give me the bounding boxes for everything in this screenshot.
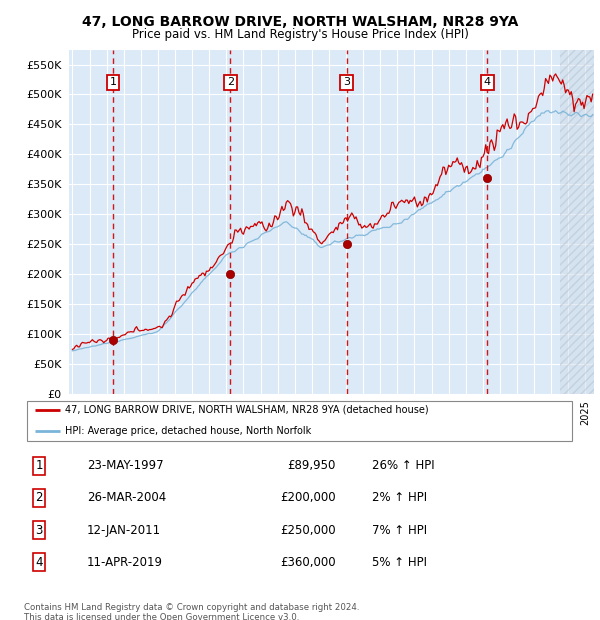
Text: Price paid vs. HM Land Registry's House Price Index (HPI): Price paid vs. HM Land Registry's House … [131,28,469,41]
Text: £250,000: £250,000 [280,524,336,536]
Text: £200,000: £200,000 [280,492,336,504]
Text: 47, LONG BARROW DRIVE, NORTH WALSHAM, NR28 9YA: 47, LONG BARROW DRIVE, NORTH WALSHAM, NR… [82,16,518,30]
Bar [560,50,594,394]
Text: 26-MAR-2004: 26-MAR-2004 [87,492,166,504]
Text: 3: 3 [343,78,350,87]
Text: 1: 1 [110,78,116,87]
Text: 5% ↑ HPI: 5% ↑ HPI [372,556,427,569]
Text: 1: 1 [35,459,43,472]
Text: 47, LONG BARROW DRIVE, NORTH WALSHAM, NR28 9YA (detached house): 47, LONG BARROW DRIVE, NORTH WALSHAM, NR… [65,405,429,415]
Text: 11-APR-2019: 11-APR-2019 [87,556,163,569]
Text: Contains HM Land Registry data © Crown copyright and database right 2024.
This d: Contains HM Land Registry data © Crown c… [24,603,359,620]
Text: 7% ↑ HPI: 7% ↑ HPI [372,524,427,536]
Text: 23-MAY-1997: 23-MAY-1997 [87,459,164,472]
Text: 3: 3 [35,524,43,536]
Text: 2% ↑ HPI: 2% ↑ HPI [372,492,427,504]
FancyBboxPatch shape [27,401,572,441]
Text: 4: 4 [35,556,43,569]
Text: 2: 2 [227,78,234,87]
Text: 2: 2 [35,492,43,504]
Text: 12-JAN-2011: 12-JAN-2011 [87,524,161,536]
Text: HPI: Average price, detached house, North Norfolk: HPI: Average price, detached house, Nort… [65,426,311,436]
Text: 4: 4 [484,78,491,87]
Text: £89,950: £89,950 [287,459,336,472]
Text: £360,000: £360,000 [280,556,336,569]
Text: 26% ↑ HPI: 26% ↑ HPI [372,459,434,472]
